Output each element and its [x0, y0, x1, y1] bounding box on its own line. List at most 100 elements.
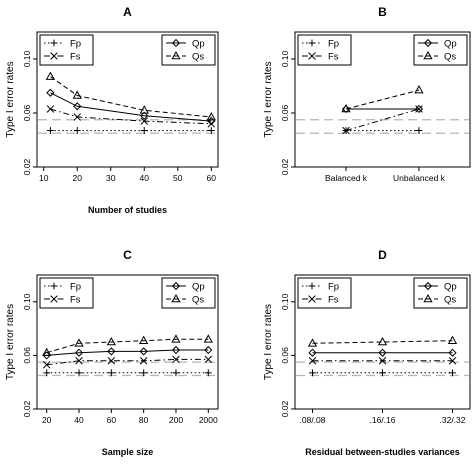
data-point-fp: [140, 127, 148, 134]
x-tick-label: Unbalanced k: [393, 173, 446, 183]
panel-title: C: [123, 248, 132, 262]
data-point-qs: [307, 338, 318, 347]
data-point-fs: [308, 357, 317, 365]
legend-marker-qp-shape: [423, 38, 433, 48]
legend-left: Fp Fs: [39, 277, 94, 309]
series-line-fs: [46, 358, 209, 366]
x-tick-label: 50: [173, 173, 183, 183]
y-axis-label: Type I error rates: [263, 304, 274, 380]
data-point-qs: [72, 90, 82, 99]
x-tick-label: Balanced k: [325, 173, 368, 183]
legend-marker-fs: [308, 52, 316, 60]
data-point-qp-shape: [448, 348, 457, 357]
data-point-fs-shape: [342, 126, 350, 135]
y-tick-label: 0.10: [22, 50, 32, 67]
series-line-qs: [50, 76, 212, 118]
data-point-fp: [107, 369, 115, 377]
legend-marker-fp-shape: [308, 39, 316, 47]
data-point-qs-shape: [447, 335, 458, 344]
data-point-fs-shape: [172, 355, 180, 364]
legend-marker-qs-shape: [423, 50, 433, 60]
data-point-fp-shape: [140, 369, 148, 377]
x-tick-label: 60: [107, 415, 117, 425]
legend-label-fs: Fs: [70, 295, 81, 306]
y-tick-label: 0.06: [280, 104, 290, 121]
data-point-qs-shape: [139, 105, 149, 114]
data-point-qp-shape: [46, 88, 55, 97]
y-tick-label: 0.10: [280, 50, 290, 67]
data-point-qp-shape: [140, 111, 149, 120]
legend-right: Qp Qs: [413, 34, 468, 66]
data-point-fp-shape: [73, 127, 81, 134]
data-point-fs: [73, 113, 81, 121]
x-tick-label: 200: [169, 415, 183, 425]
data-point-qs-shape: [203, 334, 213, 343]
data-point-qp-shape: [74, 348, 84, 357]
data-point-fp: [172, 369, 180, 377]
x-tick-label: .16/.16: [370, 415, 396, 425]
data-point-fp-shape: [204, 369, 212, 377]
x-tick-label: .32/.32: [440, 415, 466, 425]
legend-marker-fs-shape: [308, 52, 316, 60]
data-point-fp: [140, 369, 148, 377]
data-point-fs: [107, 357, 116, 365]
y-tick-label: 0.10: [22, 293, 32, 310]
data-point-fp-shape: [172, 369, 180, 377]
data-point-qs-shape: [377, 336, 388, 346]
legend-marker-fs-shape: [50, 52, 58, 60]
data-point-qp-shape: [341, 104, 351, 114]
legend-marker-qs: [423, 293, 433, 303]
data-point-fs: [342, 126, 350, 135]
legend-box: [297, 34, 352, 66]
legend-marker-fs: [50, 52, 58, 60]
x-axis-label: Residual between-studies variances: [305, 447, 460, 457]
plot-frame: [36, 31, 219, 168]
legend-label-fs: Fs: [70, 52, 81, 63]
legend-label-qs: Qs: [192, 295, 204, 306]
legend-label-fp: Fp: [70, 282, 81, 293]
legend-label-fs: Fs: [328, 295, 339, 306]
data-point-fs-shape: [139, 357, 148, 365]
data-point-qp: [414, 104, 424, 114]
legend-marker-fp-shape: [50, 282, 58, 290]
data-point-fp-shape: [207, 127, 215, 134]
legend-marker-qs: [171, 50, 181, 60]
data-point-fs: [140, 117, 149, 125]
data-point-qs: [106, 336, 116, 346]
data-point-qp: [171, 345, 181, 355]
data-point-fs: [139, 357, 148, 365]
x-tick-label: .08/.08: [300, 415, 326, 425]
x-tick-label: 40: [74, 415, 84, 425]
data-point-fs-shape: [204, 355, 213, 364]
data-point-qs-shape: [307, 338, 318, 347]
data-point-qs: [447, 335, 458, 344]
data-point-fp-shape: [47, 127, 54, 134]
data-point-qp: [74, 348, 84, 357]
data-point-fs-shape: [308, 357, 317, 365]
legend-left: Fp Fs: [297, 34, 352, 66]
y-tick-label: 0.02: [280, 400, 290, 417]
data-point-fp: [73, 127, 81, 134]
legend-label-fp: Fp: [70, 39, 81, 50]
x-tick-label: 2000: [199, 415, 218, 425]
data-point-qs-shape: [106, 336, 116, 346]
legend-marker-qp-shape: [423, 281, 433, 291]
y-tick-label: 0.02: [22, 400, 32, 417]
x-tick-label: 20: [42, 415, 52, 425]
data-point-qs: [139, 335, 149, 344]
y-tick-label: 0.02: [22, 158, 32, 175]
y-tick-label: 0.06: [22, 104, 32, 121]
series-line-qs: [312, 340, 453, 344]
data-point-qs: [139, 105, 149, 114]
data-point-qs: [203, 334, 213, 343]
y-tick-label: 0.06: [280, 347, 290, 364]
data-point-qp: [46, 88, 55, 97]
x-tick-label: 10: [39, 173, 49, 183]
data-point-fp: [309, 369, 316, 377]
legend-label-qp: Qp: [444, 282, 457, 293]
data-point-fs-shape: [75, 357, 83, 365]
data-point-qp: [107, 347, 116, 356]
legend-marker-fp: [50, 39, 58, 47]
legend-marker-fp-shape: [50, 39, 58, 47]
